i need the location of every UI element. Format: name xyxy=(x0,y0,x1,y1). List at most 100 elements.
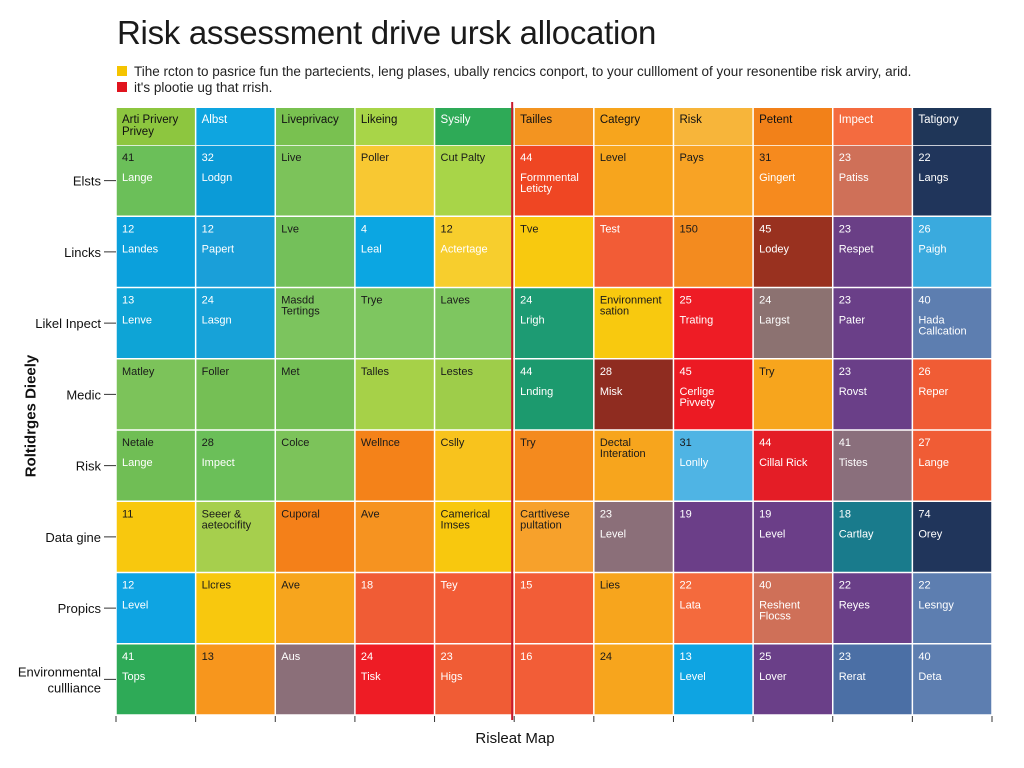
legend-item-yellow: Tihe rcton to pasrice fun the partecient… xyxy=(117,63,911,79)
heatmap-cell-value: 13 xyxy=(122,295,134,307)
heatmap-cell xyxy=(594,217,673,287)
heatmap-cell-value: 44 xyxy=(759,437,771,449)
column-header-label: Tailles xyxy=(520,114,552,126)
heatmap-cell-label: Tops xyxy=(122,671,146,683)
heatmap-cell-value: Lies xyxy=(600,580,621,592)
heatmap-cell xyxy=(116,644,195,715)
heatmap-cell-value: 23 xyxy=(839,223,851,235)
row-label: Medic xyxy=(66,387,101,402)
heatmap-cell xyxy=(753,288,832,358)
heatmap-cell xyxy=(674,217,753,287)
heatmap-cell-label: Lodey xyxy=(759,243,789,255)
heatmap-cell-value: 12 xyxy=(441,223,453,235)
column-header-label: Arti Privery Privey xyxy=(122,114,178,138)
heatmap-cell-value: 18 xyxy=(839,508,851,520)
heatmap-cell xyxy=(753,644,832,715)
column-header-label: Risk xyxy=(679,114,702,126)
heatmap-cell xyxy=(435,145,514,216)
heatmap-cell-value: Talles xyxy=(361,366,390,378)
heatmap-cell xyxy=(674,145,753,216)
heatmap-cell-label: Lover xyxy=(759,671,787,683)
heatmap-cell-label: Level xyxy=(679,671,705,683)
heatmap-cell-label: Largst xyxy=(759,315,790,327)
column-header-cell xyxy=(196,108,275,145)
column-header-cell xyxy=(276,108,355,145)
heatmap-cell-label: Lange xyxy=(122,172,153,184)
heatmap-cell xyxy=(594,502,673,572)
heatmap-cell-value: Environment sation xyxy=(600,295,662,318)
heatmap-cell-value: 26 xyxy=(918,366,930,378)
heatmap-cell xyxy=(594,573,673,643)
column-header-cell xyxy=(913,108,992,145)
heatmap-cell xyxy=(116,430,195,501)
heatmap-cell xyxy=(594,430,673,501)
heatmap-cell-value: 74 xyxy=(918,508,930,520)
heatmap-cell-value: Poller xyxy=(361,152,389,164)
heatmap-cell-value: 13 xyxy=(679,651,691,663)
heatmap-cell-value: Cslly xyxy=(441,437,465,449)
heatmap-cell-value: Tve xyxy=(520,223,538,235)
heatmap-cell-value: 12 xyxy=(202,223,214,235)
heatmap-cell xyxy=(276,145,355,216)
heatmap-cell xyxy=(514,217,594,287)
heatmap-cell xyxy=(833,573,912,643)
heatmap-cell xyxy=(833,288,912,358)
heatmap-cell-value: Cuporal xyxy=(281,508,320,520)
heatmap-cell xyxy=(196,288,275,358)
heatmap-cell-value: 24 xyxy=(600,651,612,663)
heatmap-cell-value: 28 xyxy=(202,437,214,449)
heatmap-cell xyxy=(355,217,434,287)
heatmap-cell-value: Carttivese pultation xyxy=(520,508,570,531)
heatmap-cell-value: 22 xyxy=(918,580,930,592)
column-header-cell xyxy=(833,108,912,145)
heatmap-cell-value: Ave xyxy=(281,580,300,592)
heatmap-cell xyxy=(355,430,434,501)
heatmap-cell-value: 22 xyxy=(839,580,851,592)
heatmap-cell xyxy=(674,359,753,430)
heatmap-cell xyxy=(913,573,992,643)
heatmap-cell-value: Level xyxy=(600,152,626,164)
heatmap-cell-label: Tistes xyxy=(839,457,868,469)
column-header-label: Liveprivacy xyxy=(281,114,339,126)
heatmap-cell xyxy=(674,502,753,572)
heatmap-cell xyxy=(355,288,434,358)
heatmap-cell xyxy=(594,644,673,715)
heatmap-cell xyxy=(833,359,912,430)
heatmap-cell-value: Colce xyxy=(281,437,309,449)
heatmap-cell xyxy=(435,644,514,715)
heatmap-cell-label: Reper xyxy=(918,386,948,398)
heatmap-cell-value: Netale xyxy=(122,437,154,449)
heatmap-cell-label: Hada Callcation xyxy=(918,315,966,338)
heatmap-cell xyxy=(355,644,434,715)
heatmap-cell xyxy=(833,430,912,501)
heatmap-cell-value: 24 xyxy=(520,295,532,307)
heatmap-cell xyxy=(116,217,195,287)
heatmap-cell xyxy=(116,359,195,430)
heatmap-cell xyxy=(753,217,832,287)
heatmap-cell xyxy=(355,145,434,216)
heatmap-cell xyxy=(753,573,832,643)
heatmap-cell-value: 23 xyxy=(600,508,612,520)
heatmap-cell xyxy=(514,145,594,216)
heatmap-cell-value: 23 xyxy=(441,651,453,663)
heatmap-cell-label: Impect xyxy=(202,457,235,469)
heatmap-cell xyxy=(674,288,753,358)
heatmap-cell xyxy=(435,359,514,430)
heatmap-cell-label: Lodgn xyxy=(202,172,233,184)
heatmap-cell-label: Lonlly xyxy=(679,457,708,469)
heatmap-cell-label: Pater xyxy=(839,315,866,327)
row-label: Risk xyxy=(76,459,102,474)
heatmap-cell-label: Rovst xyxy=(839,386,867,398)
heatmap-cell xyxy=(674,573,753,643)
heatmap-cell-value: 40 xyxy=(918,295,930,307)
heatmap-cell-value: 22 xyxy=(679,580,691,592)
heatmap-cell-value: Wellnce xyxy=(361,437,400,449)
row-label: Likel Inpect xyxy=(35,316,101,331)
legend-text-red: it's plootie ug that rrish. xyxy=(134,79,273,95)
heatmap-cell-value: 25 xyxy=(759,651,771,663)
heatmap-cell-label: Respet xyxy=(839,243,874,255)
column-header-cell xyxy=(514,108,594,145)
heatmap-cell-label: Lange xyxy=(122,457,153,469)
heatmap-cell-label: Cillal Rick xyxy=(759,457,808,469)
